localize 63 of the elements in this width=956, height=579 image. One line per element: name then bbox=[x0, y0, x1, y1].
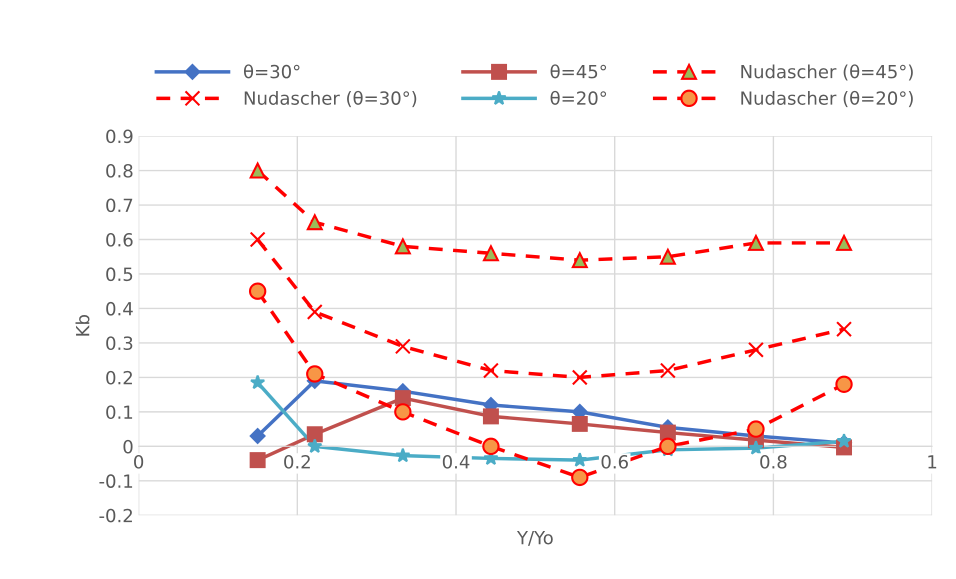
point bbox=[835, 376, 853, 393]
point bbox=[306, 304, 323, 320]
point bbox=[306, 214, 323, 230]
x-axis-title: Y/Yo bbox=[516, 531, 553, 546]
x-tick-label: 0 bbox=[134, 455, 144, 469]
point bbox=[660, 248, 676, 265]
point bbox=[482, 362, 499, 378]
point bbox=[394, 238, 411, 254]
point bbox=[572, 452, 588, 467]
point bbox=[394, 338, 411, 354]
legend-label: θ=45° bbox=[550, 64, 606, 78]
point bbox=[836, 321, 852, 338]
legend-label: Nudascher (θ=30°) bbox=[244, 90, 416, 108]
point bbox=[660, 424, 676, 441]
point bbox=[748, 440, 764, 455]
point bbox=[482, 245, 499, 262]
point bbox=[747, 420, 765, 438]
y-tick-label: -0.2 bbox=[99, 508, 132, 522]
x-tick-label: 0.6 bbox=[602, 455, 628, 469]
point bbox=[748, 342, 764, 358]
point bbox=[482, 408, 499, 424]
x-tick-label: 1 bbox=[928, 455, 936, 468]
y-tick-label: 0.3 bbox=[106, 336, 132, 350]
y-tick-label: 0.5 bbox=[106, 267, 132, 282]
point bbox=[659, 438, 677, 456]
legend-label: θ=20° bbox=[550, 90, 606, 105]
y-tick-label: 0.2 bbox=[106, 370, 132, 385]
y-axis-title: Kb bbox=[76, 315, 90, 336]
point bbox=[572, 369, 588, 386]
point bbox=[307, 438, 322, 454]
point bbox=[306, 365, 324, 383]
x-tick-label: 0.2 bbox=[284, 455, 310, 469]
y-tick-label: 0 bbox=[123, 440, 133, 454]
point bbox=[572, 416, 588, 432]
y-tick-label: -0.1 bbox=[99, 474, 132, 488]
point bbox=[306, 426, 323, 442]
y-tick-label: 0.1 bbox=[106, 405, 132, 419]
x-tick-label: 0.8 bbox=[760, 455, 787, 469]
point bbox=[660, 362, 676, 378]
legend-label: θ=30° bbox=[244, 64, 300, 78]
legend-label: Nudascher (θ=45°) bbox=[741, 64, 913, 81]
legend-label: Nudascher (θ=20°) bbox=[741, 90, 913, 108]
point bbox=[250, 374, 266, 390]
point bbox=[395, 448, 410, 462]
point bbox=[250, 428, 266, 444]
point bbox=[482, 438, 500, 456]
point bbox=[250, 232, 266, 248]
x-tick-label: 0.4 bbox=[442, 455, 470, 469]
point bbox=[571, 468, 588, 486]
point bbox=[250, 162, 266, 179]
y-tick-label: 0.9 bbox=[106, 130, 132, 144]
y-tick-label: 0.7 bbox=[106, 198, 132, 212]
y-tick-label: 0.8 bbox=[106, 164, 133, 178]
point bbox=[572, 252, 588, 268]
point bbox=[250, 452, 266, 468]
point bbox=[394, 390, 411, 406]
point bbox=[748, 234, 764, 251]
point bbox=[836, 234, 852, 251]
point bbox=[248, 282, 266, 300]
point bbox=[394, 403, 412, 421]
point bbox=[836, 433, 852, 448]
y-tick-label: 0.4 bbox=[106, 302, 133, 316]
y-tick-label: 0.6 bbox=[106, 232, 133, 247]
